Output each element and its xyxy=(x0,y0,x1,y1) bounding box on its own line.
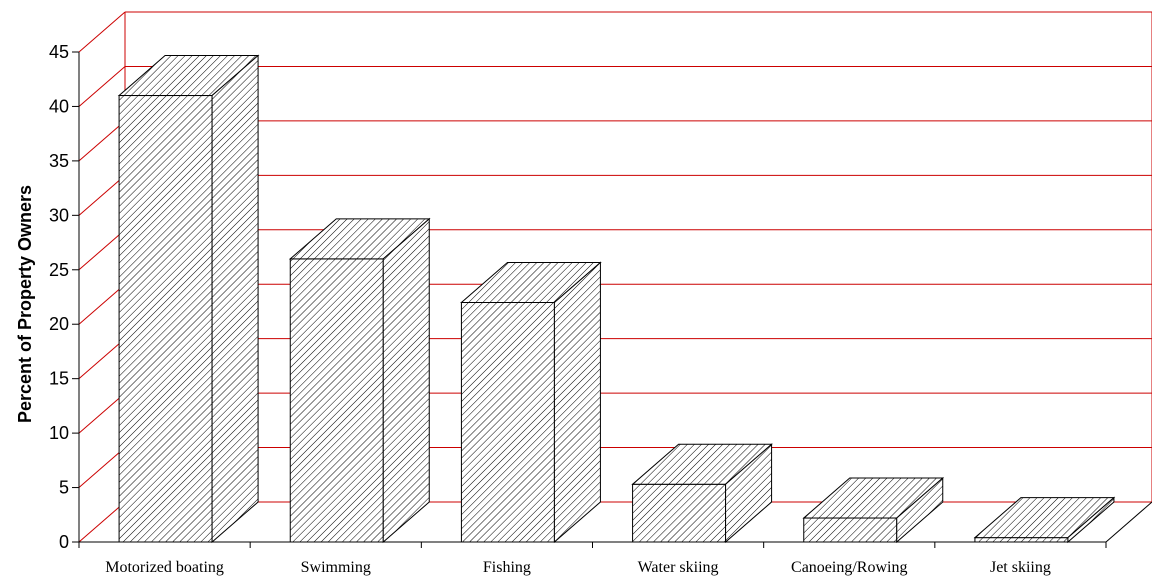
floor-right-edge xyxy=(1105,501,1152,543)
y-tick-label: 0 xyxy=(59,532,69,552)
gridline-side xyxy=(78,11,126,53)
bar-side xyxy=(1067,496,1115,544)
bar-side xyxy=(896,476,944,544)
gridline-side xyxy=(78,447,126,488)
tick-labels: 0 5 10 15 20 25 30 35 40 45 Motorized boating Swimm… xyxy=(49,42,1051,576)
gridline-side xyxy=(78,229,126,271)
gridline-side xyxy=(78,174,126,216)
y-tick-label: 45 xyxy=(49,42,69,62)
bar-front xyxy=(460,301,555,543)
x-tick-label: Swimming xyxy=(301,559,371,576)
bar-front xyxy=(632,483,727,543)
x-tick-label: Jet skiing xyxy=(990,559,1051,576)
bar xyxy=(802,476,945,544)
y-tick-label: 40 xyxy=(49,96,69,116)
gridline-side xyxy=(78,120,126,162)
y-tick-label: 35 xyxy=(49,151,69,171)
gridline-side xyxy=(78,283,126,325)
bar-side xyxy=(553,261,601,544)
y-tick-label: 30 xyxy=(49,205,69,225)
bar xyxy=(973,496,1116,544)
axes xyxy=(72,51,1152,548)
bar-front xyxy=(803,517,898,543)
bar xyxy=(288,217,431,544)
x-tick-label: Fishing xyxy=(483,559,531,576)
y-axis-label: Percent of Property Owners xyxy=(15,185,35,423)
bar-side xyxy=(725,443,773,544)
y-tick-label: 5 xyxy=(59,478,69,498)
gridline-side xyxy=(78,392,126,434)
bar xyxy=(460,261,602,544)
y-tick-label: 25 xyxy=(49,260,69,280)
x-tick-label: Canoeing/Rowing xyxy=(791,559,907,576)
bar-side xyxy=(382,217,430,544)
bar xyxy=(117,54,260,544)
gridline-side xyxy=(78,338,126,380)
bar-front xyxy=(289,258,384,543)
y-tick-label: 20 xyxy=(49,314,69,334)
x-tick-label: Motorized boating xyxy=(105,559,224,576)
y-tick-label: 10 xyxy=(49,423,69,443)
bar-side xyxy=(211,54,259,544)
bar-front xyxy=(974,537,1069,543)
bar-front xyxy=(118,95,213,543)
bar xyxy=(631,443,773,544)
y-tick-label: 15 xyxy=(49,369,69,389)
gridline-side xyxy=(78,501,126,543)
x-tick-label: Water skiing xyxy=(638,559,719,576)
gridline-side xyxy=(78,66,126,107)
bars xyxy=(117,54,1116,544)
